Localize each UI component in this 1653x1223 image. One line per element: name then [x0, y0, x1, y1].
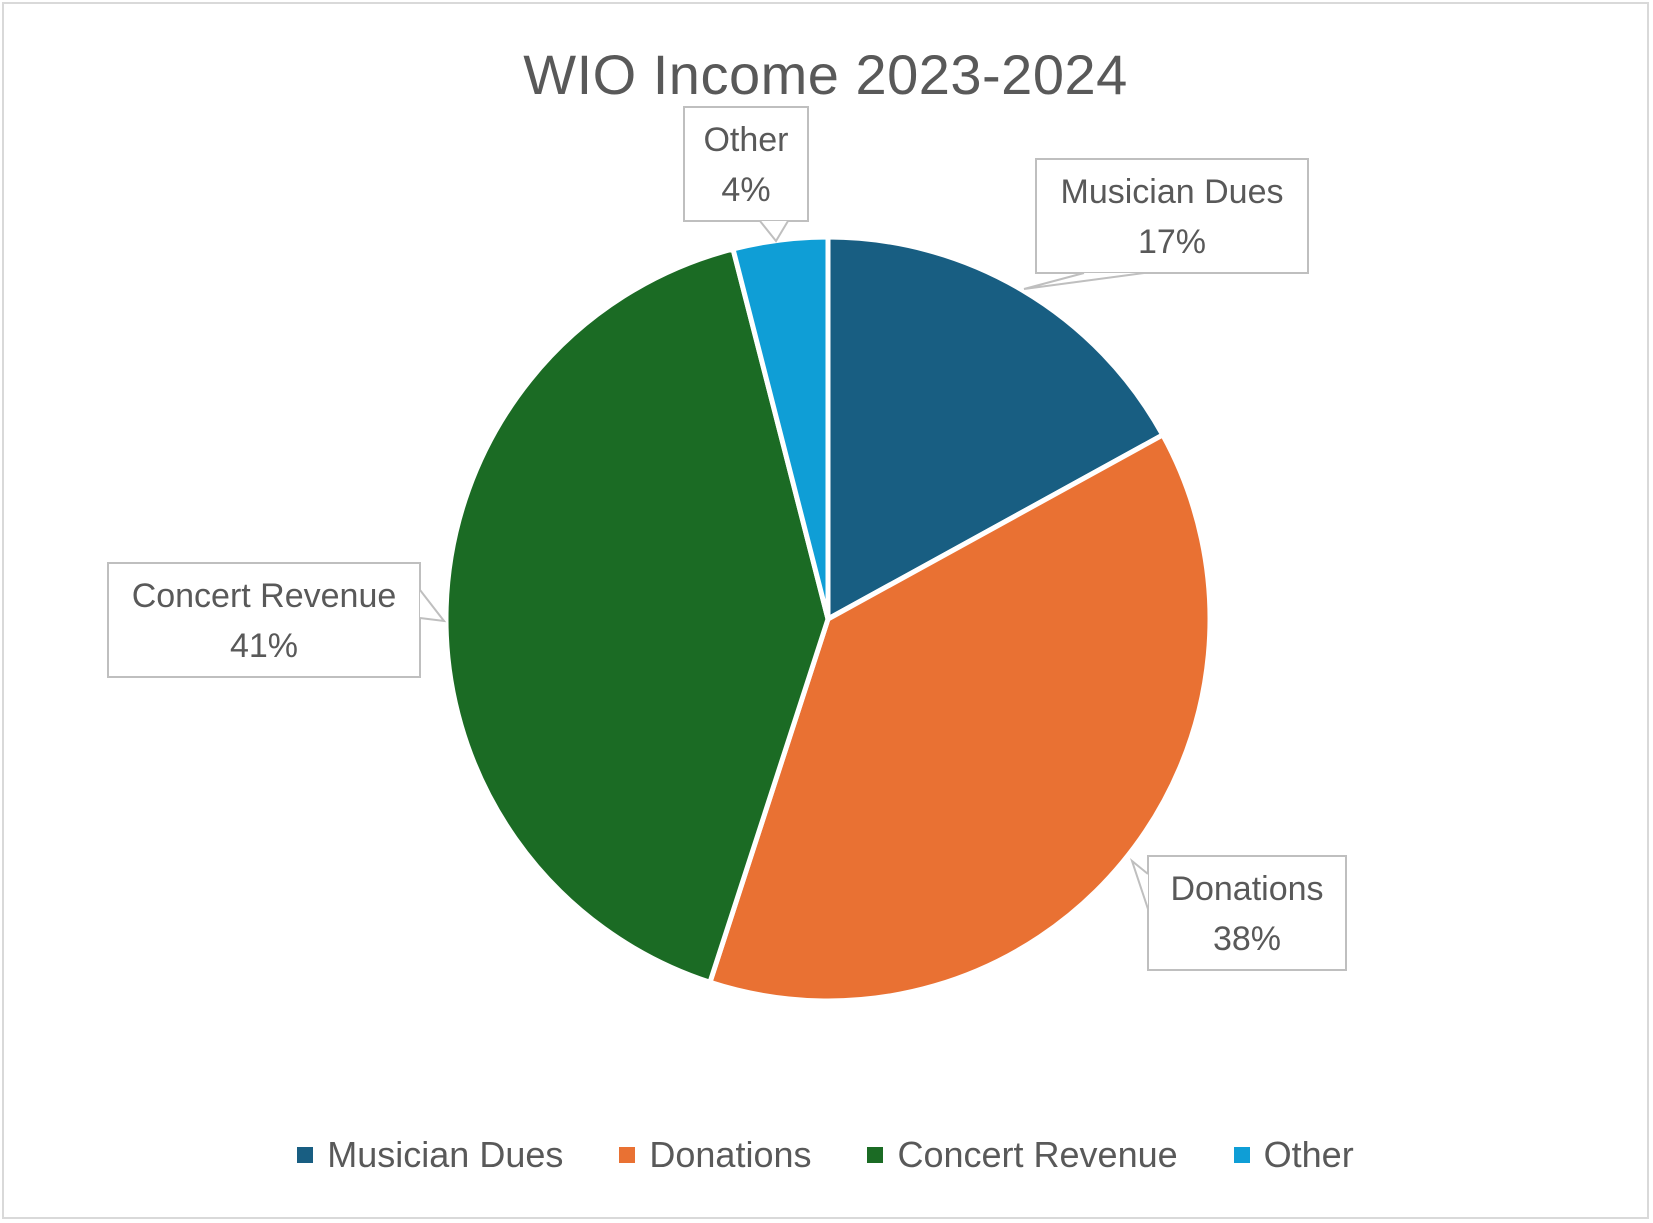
data-label-name-musician-dues: Musician Dues — [1061, 173, 1284, 211]
pie-slice-donations — [707, 432, 1213, 1004]
data-label-musician-dues: Musician Dues 17% — [1023, 158, 1309, 290]
data-label-box-musician-dues — [1035, 158, 1309, 274]
legend-label-other: Other — [1263, 1134, 1354, 1175]
legend-swatch-concert-revenue — [867, 1147, 884, 1163]
data-label-name-donations: Donations — [1170, 870, 1323, 908]
data-label-concert-revenue: Concert Revenue 41% — [107, 562, 447, 678]
legend-swatch-musician-dues — [297, 1147, 314, 1163]
legend-swatch-other — [1233, 1147, 1250, 1163]
data-label-name-concert-revenue: Concert Revenue — [132, 577, 397, 615]
pie-slice-concert-revenue — [443, 246, 831, 985]
legend-label-donations: Donations — [649, 1134, 812, 1175]
data-label-other: Other 4% — [683, 106, 809, 243]
data-label-value-donations: 38% — [1213, 920, 1281, 958]
legend-item-other: Other — [1233, 1134, 1354, 1176]
pie-slice-other — [730, 234, 831, 622]
data-label-pointer-concert-revenue — [419, 589, 447, 623]
data-label-pointer-donations — [1129, 858, 1149, 910]
pie-slices — [443, 234, 1213, 1004]
data-label-pointer-other — [759, 220, 789, 243]
legend-label-concert-revenue: Concert Revenue — [897, 1134, 1178, 1175]
data-label-value-musician-dues: 17% — [1138, 223, 1206, 261]
data-label-box-other — [683, 106, 809, 222]
legend-item-concert-revenue: Concert Revenue — [867, 1134, 1178, 1176]
data-label-callouts: Musician Dues 17% Donations 38% Concert Reve… — [107, 106, 1347, 971]
legend-swatch-donations — [619, 1147, 636, 1163]
legend-label-musician-dues: Musician Dues — [327, 1134, 564, 1175]
legend: Musician Dues Donations Concert Revenue … — [4, 1134, 1647, 1176]
data-label-value-concert-revenue: 41% — [230, 627, 298, 665]
pie-slice-musician-dues — [825, 234, 1166, 622]
pie-chart: Musician Dues 17% Donations 38% Concert Reve… — [107, 106, 1347, 1004]
chart-title: WIO Income 2023-2024 — [523, 43, 1128, 106]
data-label-donations: Donations 38% — [1129, 855, 1347, 971]
legend-item-donations: Donations — [619, 1134, 811, 1176]
legend-item-musician-dues: Musician Dues — [297, 1134, 563, 1176]
data-label-pointer-musician-dues — [1023, 272, 1145, 290]
data-label-box-concert-revenue — [107, 562, 421, 678]
data-label-value-other: 4% — [721, 171, 770, 209]
data-label-box-donations — [1147, 855, 1347, 971]
data-label-name-other: Other — [703, 121, 788, 159]
